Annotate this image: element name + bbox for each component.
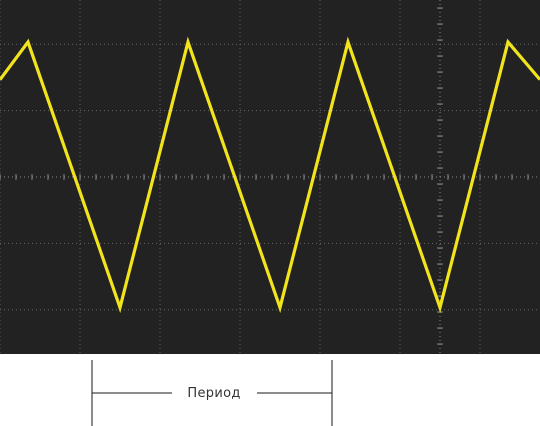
oscilloscope-screen (0, 0, 540, 354)
triangle-wave-trace (0, 36, 540, 314)
period-annotation: Период (91, 360, 333, 426)
grid (0, 0, 540, 354)
waveform-layer (0, 36, 540, 314)
period-label: Период (187, 386, 240, 401)
